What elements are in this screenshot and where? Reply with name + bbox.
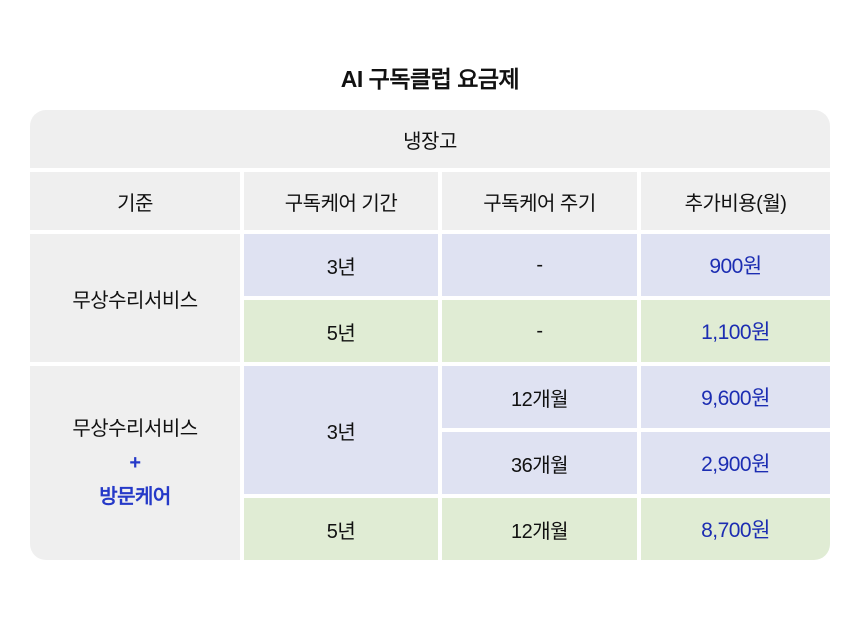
group1-row2-cost: 1,100원 <box>641 300 830 362</box>
category-header: 냉장고 <box>30 110 830 168</box>
group2-row3-cost: 8,700원 <box>641 498 830 560</box>
group2-row1-cost: 9,600원 <box>641 366 830 428</box>
col-header-extra-cost: 추가비용(월) <box>641 172 830 230</box>
group2-row2-cycle: 36개월 <box>442 432 637 494</box>
group1-label: 무상수리서비스 <box>30 234 240 362</box>
group1-row1-period: 3년 <box>244 234 438 296</box>
group2-label: 무상수리서비스 + 방문케어 <box>30 366 240 560</box>
col-header-criteria: 기준 <box>30 172 240 230</box>
group2-label-bottom: 방문케어 <box>99 486 171 508</box>
col-header-care-period: 구독케어 기간 <box>244 172 438 230</box>
group1-row1-cost: 900원 <box>641 234 830 296</box>
pricing-table: 냉장고 기준 구독케어 기간 구독케어 주기 추가비용(월) 무상수리서비스 3… <box>30 110 830 560</box>
group1-row2-cycle: - <box>442 300 637 362</box>
group2-period-3y: 3년 <box>244 366 438 494</box>
group1-row1-cycle: - <box>442 234 637 296</box>
page-title: AI 구독클럽 요금제 <box>340 66 520 92</box>
group2-row2-cost: 2,900원 <box>641 432 830 494</box>
group2-label-top: 무상수리서비스 <box>72 418 198 440</box>
group1-row2-period: 5년 <box>244 300 438 362</box>
col-header-care-cycle: 구독케어 주기 <box>442 172 637 230</box>
group2-row3-cycle: 12개월 <box>442 498 637 560</box>
group2-label-plus: + <box>129 452 141 474</box>
group2-row3-period: 5년 <box>244 498 438 560</box>
group2-row1-cycle: 12개월 <box>442 366 637 428</box>
